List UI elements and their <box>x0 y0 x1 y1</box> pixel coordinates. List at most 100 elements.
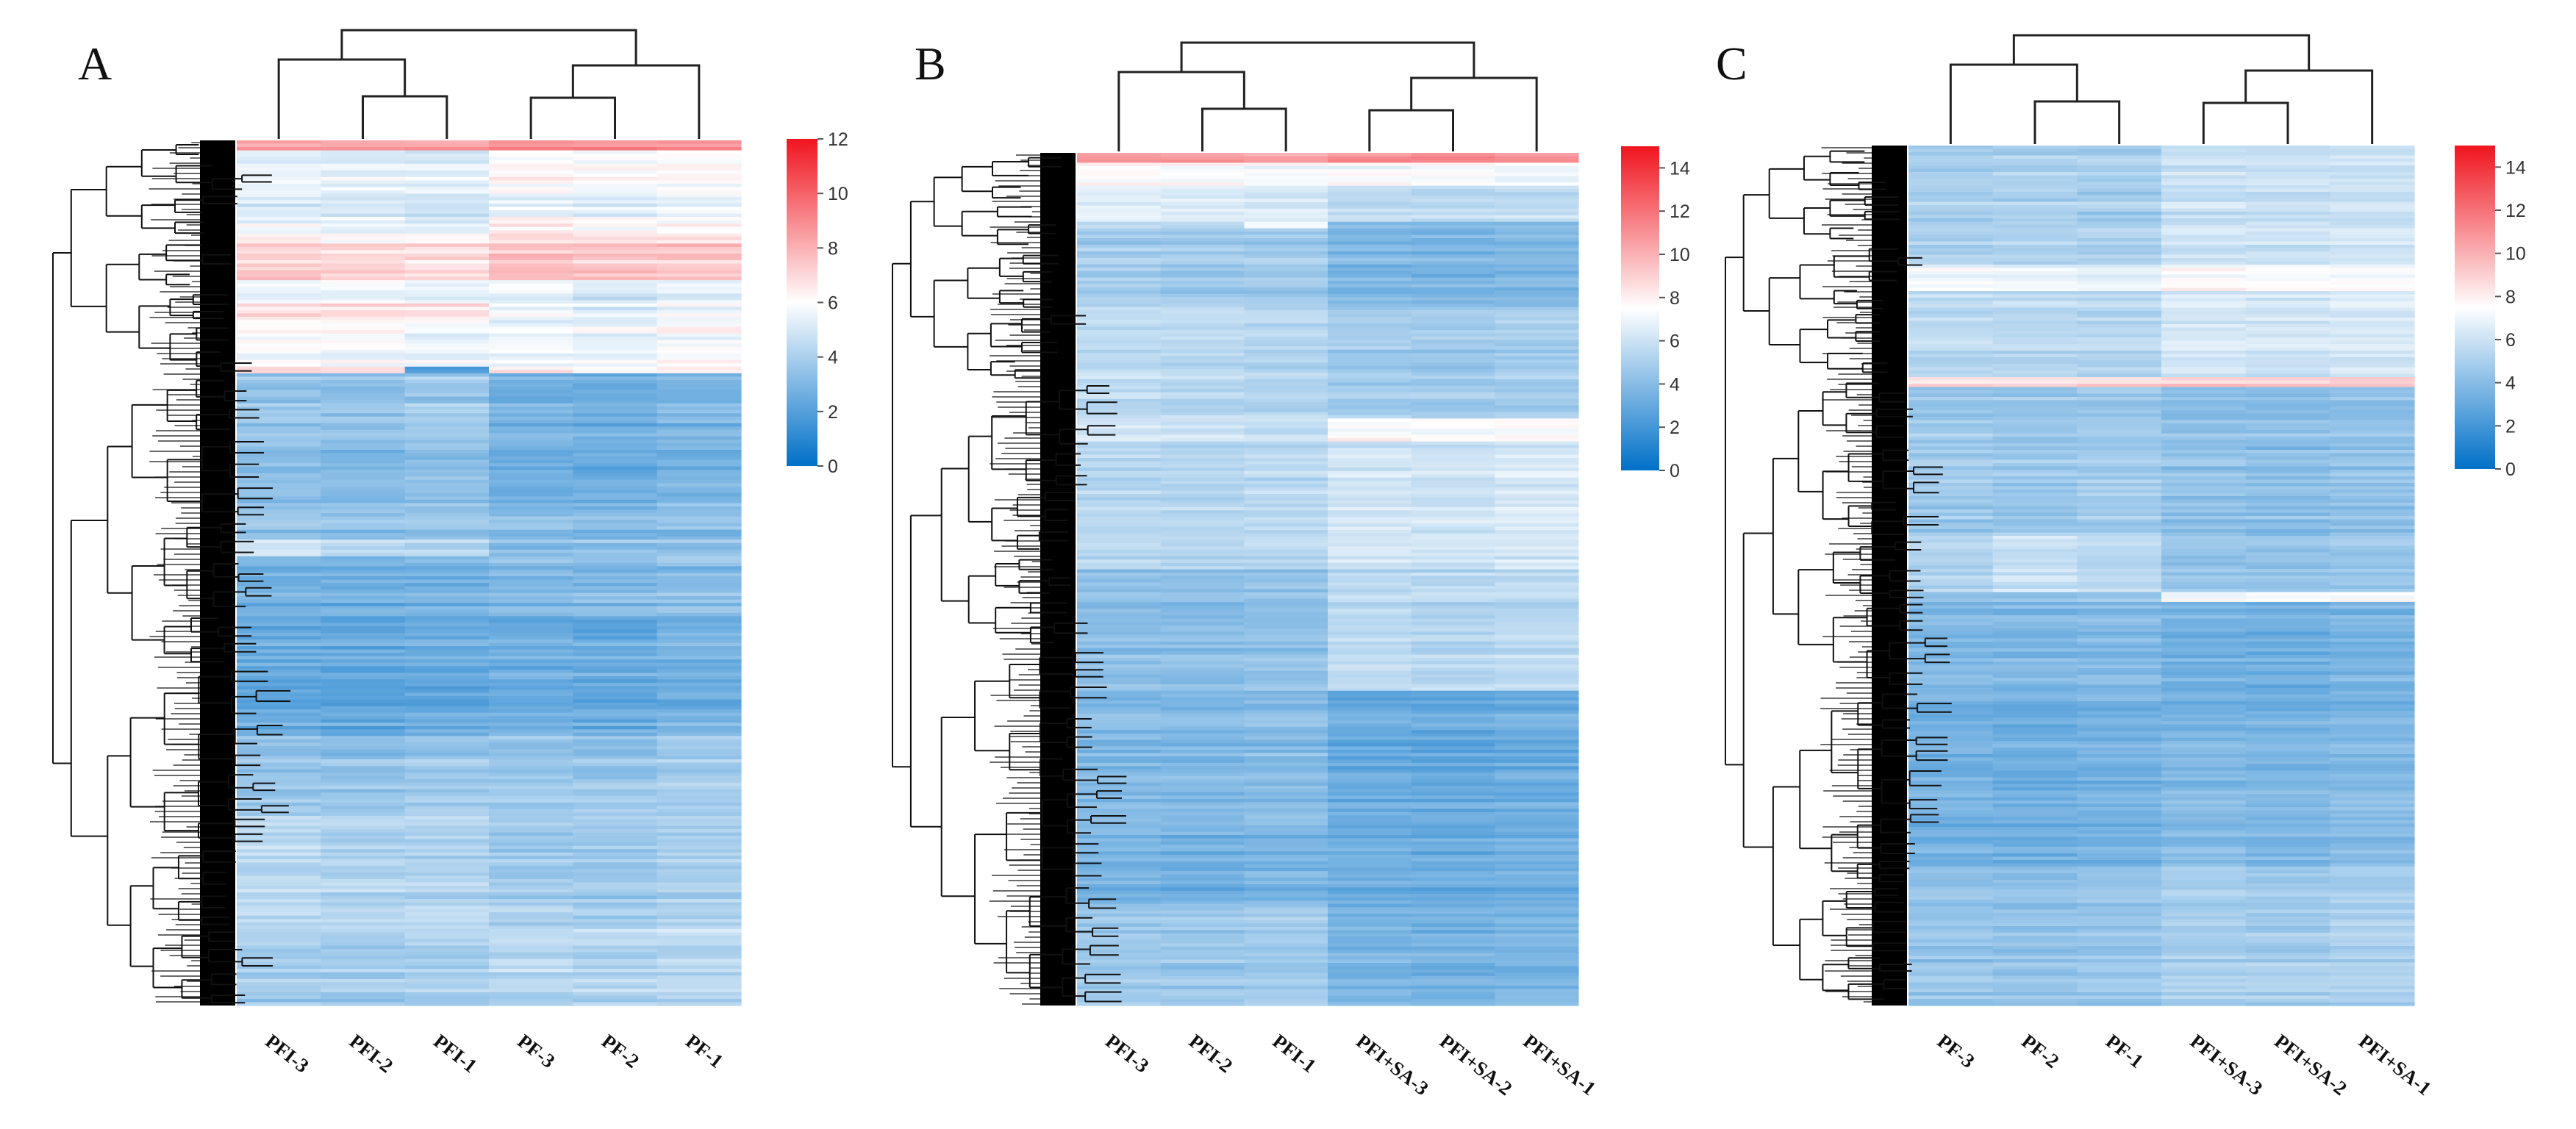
heatmap-cell <box>1244 815 1328 820</box>
heatmap-cell <box>573 609 658 614</box>
heatmap-cell <box>489 762 573 767</box>
heatmap-cell <box>321 949 406 953</box>
heatmap-cell <box>1244 730 1328 734</box>
heatmap-cell <box>1411 333 1495 337</box>
heatmap-cell <box>1908 972 1994 977</box>
heatmap-cell <box>321 243 406 248</box>
heatmap-cell <box>489 886 573 890</box>
heatmap-cell <box>1908 387 1994 391</box>
heatmap-cell <box>2077 340 2162 345</box>
heatmap-cell <box>1077 503 1162 508</box>
heatmap-cell <box>1244 634 1328 639</box>
heatmap-cell <box>1160 257 1245 262</box>
heatmap-cell <box>573 309 658 314</box>
heatmap-cell <box>237 886 321 890</box>
heatmap-cell <box>2245 390 2330 395</box>
heatmap-cell <box>489 942 573 947</box>
heatmap-cell <box>1160 244 1245 248</box>
heatmap-cell <box>489 749 573 753</box>
heatmap-cell <box>2330 453 2415 457</box>
heatmap-cell <box>573 273 658 278</box>
heatmap-cell <box>656 157 742 161</box>
heatmap-cell <box>573 679 658 684</box>
heatmap-cell <box>2245 767 2330 772</box>
heatmap-cell <box>2245 565 2330 570</box>
heatmap-cell <box>2245 847 2330 851</box>
heatmap-cell <box>1077 995 1162 1000</box>
heatmap-cell <box>1244 428 1328 432</box>
heatmap-cell <box>1495 959 1579 964</box>
heatmap-cell <box>1411 530 1495 534</box>
heatmap-cell <box>237 566 321 570</box>
heatmap-cell <box>2161 185 2247 190</box>
heatmap-cell <box>1495 828 1579 833</box>
heatmap-cell <box>1077 818 1162 822</box>
heatmap-cell <box>1160 903 1245 908</box>
heatmap-cell <box>321 250 406 254</box>
heatmap-cell <box>404 409 490 414</box>
heatmap-cell <box>404 949 490 953</box>
heatmap-cell <box>1992 956 2078 960</box>
heatmap-cell <box>2161 569 2247 573</box>
heatmap-cell <box>1160 592 1245 596</box>
heatmap-cell <box>1495 703 1579 708</box>
heatmap-cell <box>1244 710 1328 714</box>
heatmap-cell <box>656 842 742 847</box>
heatmap-cell <box>1908 437 1994 441</box>
heatmap-cell <box>404 276 490 281</box>
heatmap-cell <box>1328 559 1412 564</box>
heatmap-cell <box>489 998 573 1003</box>
heatmap-cell <box>2245 737 2330 742</box>
heatmap-cell <box>2161 307 2247 312</box>
heatmap-cell <box>1992 589 2078 593</box>
heatmap-cell <box>573 556 658 560</box>
heatmap-cell <box>1328 628 1412 632</box>
heatmap-cell <box>321 736 406 740</box>
heatmap-cell <box>404 922 490 926</box>
heatmap-cell <box>1328 494 1412 498</box>
heatmap-cell <box>2077 549 2162 553</box>
heatmap-cell <box>1992 542 2078 547</box>
heatmap-cell <box>2161 972 2247 977</box>
heatmap-cell <box>1411 979 1495 983</box>
heatmap-cell <box>656 756 742 760</box>
heatmap-cell <box>404 675 490 680</box>
heatmap-cell <box>573 520 658 524</box>
heatmap-cell <box>1495 874 1579 878</box>
heatmap-cell <box>1244 628 1328 632</box>
heatmap-cell <box>2245 750 2330 755</box>
heatmap-cell <box>404 526 490 531</box>
heatmap-cell <box>1160 542 1245 547</box>
heatmap-cell <box>2077 146 2162 150</box>
heatmap-cell <box>2330 873 2415 878</box>
heatmap-cell <box>573 379 658 384</box>
heatmap-cell <box>656 932 742 936</box>
heatmap-cell <box>1495 986 1579 990</box>
heatmap-cell <box>1244 811 1328 816</box>
heatmap-cell <box>404 213 490 218</box>
heatmap-cell <box>1077 533 1162 537</box>
heatmap-cell <box>1411 218 1495 223</box>
heatmap-cell <box>2245 509 2330 514</box>
heatmap-cell <box>1908 800 1994 805</box>
heatmap-cell <box>2330 909 2415 914</box>
heatmap-cell <box>489 193 573 198</box>
heatmap-cell <box>2077 969 2162 973</box>
heatmap-cell <box>1411 196 1495 200</box>
heatmap-cell <box>321 989 406 993</box>
heatmap-cell <box>2161 311 2247 315</box>
heatmap-cell <box>404 636 490 640</box>
heatmap-cell <box>1244 707 1328 712</box>
heatmap-cell <box>489 779 573 784</box>
heatmap-cell <box>321 320 406 324</box>
heatmap-cell <box>1992 284 2078 289</box>
heatmap-cell <box>2161 807 2247 811</box>
heatmap-cell <box>1908 986 1994 990</box>
heatmap-cell <box>1495 402 1579 406</box>
heatmap-cell <box>2077 939 2162 944</box>
heatmap-cell <box>489 466 573 470</box>
heatmap-cell <box>1908 770 1994 775</box>
heatmap-cell <box>573 433 658 437</box>
heatmap-cell <box>2077 790 2162 795</box>
heatmap-cell <box>656 656 742 660</box>
